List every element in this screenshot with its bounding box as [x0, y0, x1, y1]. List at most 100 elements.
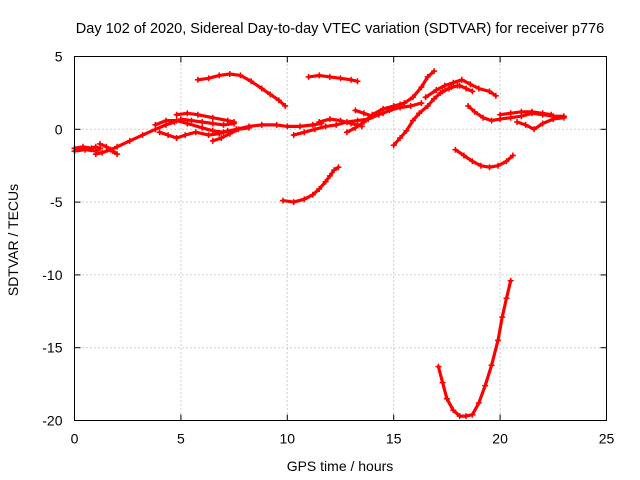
- data-point: [184, 110, 191, 117]
- data-point: [209, 114, 216, 121]
- data-point: [290, 199, 297, 206]
- data-point: [488, 362, 495, 369]
- data-point: [456, 413, 463, 420]
- data-point: [152, 121, 159, 128]
- data-point: [422, 94, 429, 101]
- data-point: [192, 129, 199, 136]
- data-point: [467, 81, 474, 88]
- data-point: [348, 76, 355, 83]
- data-point: [82, 146, 89, 153]
- data-point: [209, 120, 216, 127]
- series-track-19: [439, 82, 476, 95]
- data-point: [439, 379, 446, 386]
- series-track-13: [305, 72, 361, 85]
- data-point: [226, 71, 233, 77]
- data-point: [497, 111, 504, 118]
- data-point: [418, 100, 425, 107]
- axis-ticks: 0 5 10 15 20 25 5 0 -5 -10 -15 -20: [42, 49, 614, 447]
- data-point: [216, 72, 223, 79]
- series-line: [196, 72, 287, 108]
- series-line: [72, 146, 102, 153]
- data-point: [248, 78, 255, 85]
- series-track-17: [390, 82, 461, 149]
- data-point: [173, 135, 180, 141]
- data-point: [514, 119, 521, 125]
- data-point: [482, 382, 489, 389]
- data-point: [424, 73, 431, 80]
- data-point: [431, 95, 438, 102]
- data-point: [97, 140, 103, 147]
- data-point: [312, 126, 318, 133]
- data-point: [163, 117, 169, 124]
- data-point: [343, 129, 350, 136]
- data-point: [452, 146, 459, 153]
- data-point: [258, 85, 265, 92]
- data-point: [380, 110, 387, 117]
- data-point: [471, 108, 478, 115]
- y-tick-label: 5: [55, 49, 63, 65]
- y-tick-label: -10: [42, 267, 62, 283]
- y-axis-label: SDTVAR / TECUs: [5, 184, 21, 296]
- plot-frame: [74, 56, 607, 421]
- data-point: [309, 191, 316, 198]
- x-tick-label: 0: [71, 431, 79, 447]
- data-point: [348, 120, 355, 127]
- data-series: [71, 68, 567, 420]
- data-point: [431, 68, 438, 75]
- data-point: [194, 76, 201, 83]
- data-point: [280, 197, 286, 204]
- data-point: [529, 108, 535, 115]
- data-point: [518, 108, 525, 115]
- x-tick-label: 15: [386, 431, 402, 447]
- series-line: [436, 279, 513, 418]
- series-track-07: [173, 110, 238, 125]
- data-point: [463, 413, 470, 420]
- series-track-23: [497, 108, 555, 118]
- data-point: [456, 82, 463, 89]
- data-point: [409, 117, 416, 124]
- data-point: [463, 85, 470, 92]
- data-point: [503, 295, 510, 302]
- data-point: [475, 85, 482, 92]
- data-point: [486, 88, 493, 95]
- data-point: [550, 116, 557, 123]
- data-point: [220, 121, 227, 128]
- data-point: [173, 111, 180, 118]
- data-point: [199, 124, 206, 131]
- data-point: [99, 149, 106, 156]
- data-point: [354, 78, 361, 85]
- data-point: [103, 143, 110, 150]
- series-track-10: [209, 124, 252, 144]
- y-tick-label: -15: [42, 340, 62, 356]
- series-line: [281, 165, 340, 204]
- data-point: [475, 400, 482, 406]
- data-point: [290, 132, 297, 139]
- data-point: [173, 117, 180, 124]
- data-point: [209, 137, 216, 144]
- data-point: [126, 137, 133, 144]
- data-point: [486, 164, 493, 171]
- data-point: [316, 119, 323, 125]
- data-point: [435, 363, 442, 370]
- data-point: [495, 162, 501, 169]
- series-line: [98, 142, 119, 156]
- x-axis-label: GPS time / hours: [287, 458, 394, 474]
- data-point: [205, 132, 212, 139]
- data-point: [322, 178, 329, 185]
- data-point: [337, 117, 344, 124]
- data-point: [209, 127, 216, 134]
- data-point: [397, 101, 404, 108]
- data-point: [439, 88, 446, 95]
- data-point: [335, 164, 342, 171]
- data-point: [441, 82, 448, 89]
- data-point: [333, 121, 340, 128]
- data-point: [424, 103, 431, 109]
- data-point: [282, 103, 289, 109]
- data-point: [499, 314, 506, 321]
- data-point: [492, 92, 499, 99]
- data-point: [360, 119, 367, 125]
- series-track-11: [280, 164, 342, 206]
- data-point: [326, 116, 333, 123]
- data-point: [409, 94, 416, 101]
